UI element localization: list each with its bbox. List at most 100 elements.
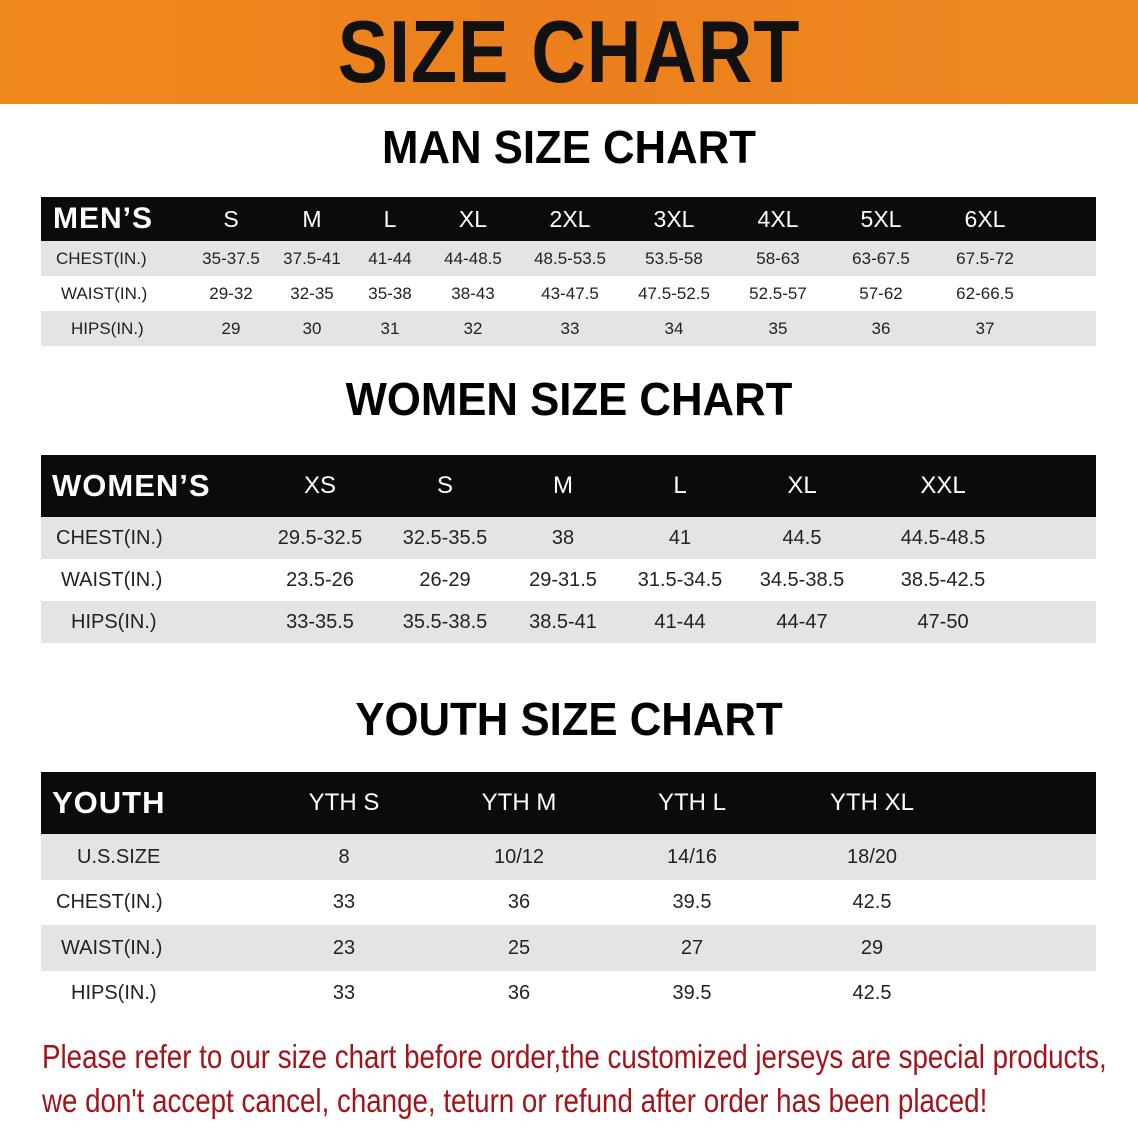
row-label: CHEST(IN.) xyxy=(56,249,147,268)
table-cell: 37.5-41 xyxy=(283,249,341,268)
women-heading: WOMEN SIZE CHART xyxy=(345,373,793,425)
women-header-row: WOMEN’S XS S M L XL XXL xyxy=(41,455,1096,517)
table-cell: 14/16 xyxy=(666,846,718,868)
table-cell: 47.5-52.5 xyxy=(638,284,710,303)
table-cell: 36 xyxy=(507,891,531,913)
table-cell: 41 xyxy=(668,527,692,549)
table-cell: 47-50 xyxy=(917,611,969,633)
table-cell: 38.5-41 xyxy=(529,611,597,633)
table-cell: 35.5-38.5 xyxy=(402,611,488,633)
table-cell: 38-43 xyxy=(451,284,495,303)
table-cell: 67.5-72 xyxy=(956,249,1014,268)
youth-header-label: YOUTH xyxy=(52,785,166,820)
table-cell: 29-32 xyxy=(209,284,253,303)
youth-size-table: YOUTH YTH S YTH M YTH L YTH XL U.S.SIZE 8 10/12… xyxy=(41,772,1096,1016)
women-size-header: XS xyxy=(303,472,337,499)
table-cell: 42.5 xyxy=(852,982,892,1004)
row-label: WAIST(IN.) xyxy=(61,284,148,303)
women-size-header: XL xyxy=(787,472,817,499)
men-size-header: M xyxy=(302,206,322,232)
men-size-header: L xyxy=(383,206,397,232)
table-row: HIPS(IN.) 33-35.5 35.5-38.5 38.5-41 41-44 44-… xyxy=(41,601,1096,643)
men-size-header: XL xyxy=(458,206,488,232)
youth-size-header: YTH S xyxy=(308,789,380,816)
table-cell: 23.5-26 xyxy=(286,569,354,591)
men-size-header: 4XL xyxy=(757,206,799,232)
table-cell: 37 xyxy=(975,319,995,338)
table-cell: 33 xyxy=(560,319,580,338)
table-cell: 33-35.5 xyxy=(286,611,354,633)
notice-line-2: we don't accept cancel, change, teturn o… xyxy=(42,1082,988,1119)
men-header-row: MEN’S S M L XL 2XL 3XL 4XL 5XL 6XL xyxy=(41,197,1096,241)
table-cell: 62-66.5 xyxy=(956,284,1014,303)
table-cell: 35 xyxy=(768,319,788,338)
table-cell: 44-48.5 xyxy=(444,249,502,268)
women-size-header: L xyxy=(673,472,687,499)
table-cell: 57-62 xyxy=(859,284,903,303)
men-size-header: 6XL xyxy=(964,206,1006,232)
table-row: WAIST(IN.) 23.5-26 26-29 29-31.5 31.5-34.5 34… xyxy=(41,559,1096,601)
row-label: HIPS(IN.) xyxy=(71,611,157,633)
table-cell: 35-37.5 xyxy=(202,249,260,268)
youth-heading: YOUTH SIZE CHART xyxy=(355,693,783,745)
men-size-header: 5XL xyxy=(860,206,902,232)
table-cell: 44.5 xyxy=(782,527,822,549)
row-label: CHEST(IN.) xyxy=(56,891,163,913)
table-cell: 32-35 xyxy=(290,284,334,303)
table-cell: 27 xyxy=(680,937,704,959)
banner-title: SIZE CHART xyxy=(337,2,801,101)
table-row: HIPS(IN.) 33 36 39.5 42.5 xyxy=(41,971,1096,1016)
youth-size-header: YTH L xyxy=(657,789,727,816)
table-cell: 38 xyxy=(551,527,575,549)
table-cell: 36 xyxy=(871,319,891,338)
table-row: U.S.SIZE 8 10/12 14/16 18/20 xyxy=(41,834,1096,880)
size-chart-banner: SIZE CHART xyxy=(0,0,1138,104)
table-row: WAIST(IN.) 29-32 32-35 35-38 38-43 43-47.5 47.… xyxy=(41,276,1096,311)
women-header-label: WOMEN’S xyxy=(52,468,211,503)
table-cell: 18/20 xyxy=(846,846,898,868)
men-size-header: 2XL xyxy=(549,206,591,232)
table-cell: 29-31.5 xyxy=(529,569,597,591)
table-cell: 36 xyxy=(507,982,531,1004)
youth-header-row: YOUTH YTH S YTH M YTH L YTH XL xyxy=(41,772,1096,834)
table-cell: 48.5-53.5 xyxy=(534,249,606,268)
table-cell: 38.5-42.5 xyxy=(900,569,986,591)
men-size-header: 3XL xyxy=(653,206,695,232)
men-size-table: MEN’S S M L XL 2XL 3XL 4XL 5XL 6XL CHEST(IN.) 35-37… xyxy=(41,197,1096,346)
table-cell: 8 xyxy=(338,846,350,868)
table-row: CHEST(IN.) 35-37.5 37.5-41 41-44 44-48.5 48.5… xyxy=(41,241,1096,276)
table-row: CHEST(IN.) 33 36 39.5 42.5 xyxy=(41,880,1096,925)
table-cell: 31.5-34.5 xyxy=(637,569,723,591)
table-cell: 42.5 xyxy=(852,891,892,913)
table-cell: 10/12 xyxy=(493,846,545,868)
women-size-header: S xyxy=(436,472,454,499)
notice-line-1: Please refer to our size chart before or… xyxy=(42,1038,1107,1075)
table-cell: 34 xyxy=(664,319,684,338)
table-cell: 44.5-48.5 xyxy=(900,527,986,549)
table-cell: 41-44 xyxy=(654,611,706,633)
table-cell: 23 xyxy=(332,937,356,959)
table-cell: 34.5-38.5 xyxy=(759,569,845,591)
youth-size-header: YTH M xyxy=(481,789,557,816)
table-cell: 53.5-58 xyxy=(645,249,703,268)
row-label: HIPS(IN.) xyxy=(71,982,157,1004)
women-size-header: M xyxy=(553,472,573,499)
row-label: WAIST(IN.) xyxy=(61,937,163,959)
table-cell: 29.5-32.5 xyxy=(277,527,363,549)
table-cell: 41-44 xyxy=(368,249,412,268)
table-row: HIPS(IN.) 29 30 31 32 33 34 35 36 37 xyxy=(41,311,1096,346)
table-cell: 30 xyxy=(302,319,322,338)
table-cell: 58-63 xyxy=(756,249,800,268)
table-cell: 29 xyxy=(860,937,884,959)
youth-size-header: YTH XL xyxy=(829,789,915,816)
table-cell: 33 xyxy=(332,982,356,1004)
table-cell: 32.5-35.5 xyxy=(402,527,488,549)
table-cell: 29 xyxy=(221,319,241,338)
women-size-table: WOMEN’S XS S M L XL XXL CHEST(IN.) 29.5-32.5 32.5… xyxy=(41,455,1096,643)
table-cell: 26-29 xyxy=(419,569,471,591)
table-cell: 39.5 xyxy=(672,982,712,1004)
row-label: CHEST(IN.) xyxy=(56,527,163,549)
table-cell: 43-47.5 xyxy=(541,284,599,303)
row-label: HIPS(IN.) xyxy=(71,319,144,338)
table-cell: 25 xyxy=(507,937,531,959)
